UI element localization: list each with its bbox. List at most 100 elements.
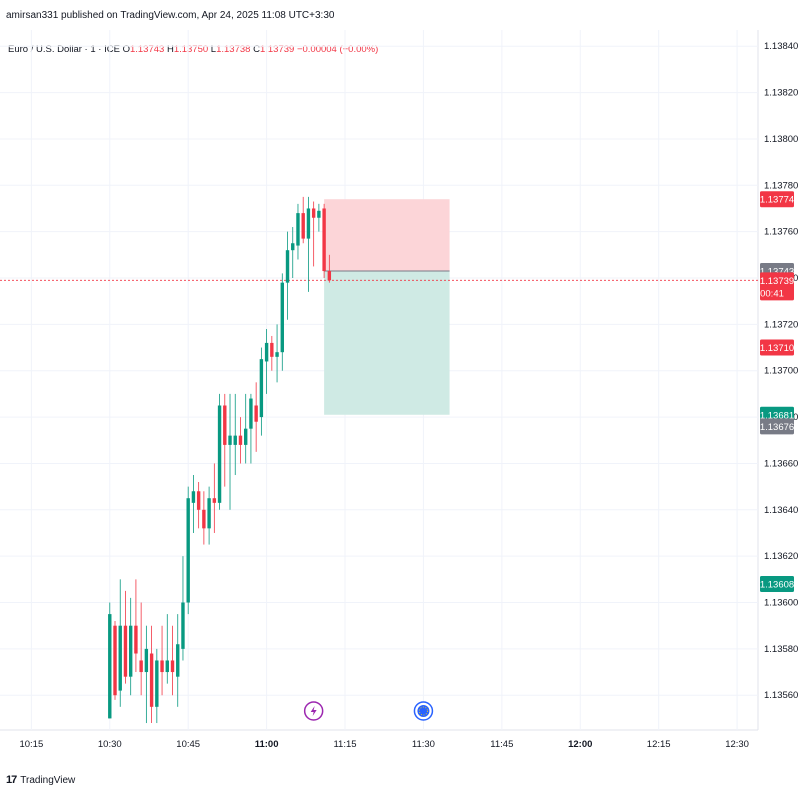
candle-body[interactable]: [144, 648, 149, 673]
y-tick-label: 1.13620: [764, 551, 798, 562]
close-value: 1.13739: [259, 44, 295, 55]
x-tick-label: 10:15: [19, 739, 43, 750]
lightning-glyph: [310, 706, 317, 716]
high-value: 1.13750: [173, 44, 209, 55]
y-tick-label: 1.13580: [764, 644, 798, 655]
candle-body[interactable]: [217, 405, 222, 503]
y-tick-label: 1.13720: [764, 319, 798, 330]
candle-body[interactable]: [118, 625, 122, 691]
candle-body[interactable]: [270, 342, 274, 357]
price-badge-label: 1.13710: [760, 343, 794, 354]
flag-stars: [419, 706, 428, 716]
x-tick-label: 12:15: [647, 739, 671, 750]
take-profit-zone[interactable]: [324, 271, 450, 415]
candle-body[interactable]: [186, 498, 190, 603]
tradingview-logo-icon[interactable]: 17: [6, 774, 17, 786]
candle-body[interactable]: [306, 208, 311, 239]
candle-body[interactable]: [181, 602, 185, 649]
candle-body[interactable]: [285, 250, 290, 283]
price-badge: [760, 191, 794, 208]
y-tick-label: 1.13760: [764, 227, 798, 238]
price-badge-label: 1.13743: [760, 267, 794, 278]
change-value: −0.00004 (−0.00%): [296, 44, 379, 55]
candle-body[interactable]: [212, 498, 217, 503]
candle-body[interactable]: [139, 660, 143, 673]
candle-body[interactable]: [301, 213, 305, 239]
candle-body[interactable]: [296, 213, 300, 246]
price-badge: [760, 418, 794, 435]
price-badge-label: 1.13774: [760, 195, 794, 206]
countdown-label: 00:41: [760, 288, 784, 299]
symbol-legend: Euro / U.S. Dollar · 1 · ICE O1.13743 H1…: [8, 44, 378, 55]
candle-body[interactable]: [202, 509, 206, 529]
candle-body[interactable]: [207, 498, 211, 529]
candle-body[interactable]: [327, 271, 332, 281]
candle-body[interactable]: [275, 352, 279, 357]
candle-body[interactable]: [243, 428, 248, 445]
y-tick-label: 1.13840: [764, 41, 798, 52]
x-tick-label: 11:15: [333, 739, 356, 750]
candle-body[interactable]: [191, 491, 196, 503]
low-value: 1.13738: [216, 44, 251, 55]
x-tick-label: 11:00: [255, 739, 279, 750]
x-tick-label: 12:00: [568, 739, 592, 750]
y-tick-label: 1.13820: [764, 88, 798, 99]
footer: 17 TradingView: [6, 774, 75, 786]
price-badge-label: 1.13608: [760, 579, 794, 590]
symbol-name[interactable]: Euro / U.S. Dollar · 1 · ICE: [8, 44, 120, 55]
open-value: 1.13743: [129, 44, 165, 55]
candle-body[interactable]: [196, 491, 201, 510]
price-badge: [760, 575, 794, 592]
candle-body[interactable]: [108, 614, 112, 719]
candle-body[interactable]: [134, 625, 138, 654]
footer-brand[interactable]: TradingView: [20, 774, 76, 786]
y-tick-label: 1.13780: [764, 180, 798, 191]
stop-loss-zone[interactable]: [324, 199, 450, 272]
candle-body[interactable]: [280, 282, 284, 353]
candle-body[interactable]: [233, 435, 237, 445]
candle-body[interactable]: [160, 660, 164, 673]
y-tick-label: 1.13700: [764, 366, 798, 377]
low-label: L: [210, 44, 217, 55]
candle-body[interactable]: [123, 625, 128, 677]
open-label: O: [122, 44, 130, 55]
candle-body[interactable]: [176, 644, 180, 677]
candle-body[interactable]: [170, 660, 175, 673]
candle-body[interactable]: [311, 208, 316, 218]
publisher-header: amirsan331 published on TradingView.com,…: [6, 10, 334, 21]
y-tick-label: 1.13560: [764, 690, 798, 701]
candle-body[interactable]: [264, 342, 269, 362]
candle-body[interactable]: [165, 660, 169, 673]
y-tick-label: 1.13640: [764, 505, 798, 516]
candle-body[interactable]: [149, 653, 154, 707]
price-badge-label: 1.13676: [760, 422, 794, 433]
price-badge: [760, 272, 794, 301]
candle-body[interactable]: [155, 660, 159, 707]
close-label: C: [253, 44, 260, 55]
candle-body[interactable]: [254, 405, 258, 422]
y-tick-label: 1.13800: [764, 134, 798, 145]
publisher-text: amirsan331 published on TradingView.com,…: [6, 10, 335, 21]
x-tick-label: 10:30: [98, 739, 122, 750]
candle-body[interactable]: [223, 405, 227, 445]
candle-body[interactable]: [228, 435, 232, 445]
candle-body[interactable]: [322, 208, 326, 272]
price-badge-label: 1.13739: [760, 276, 794, 287]
candle-body[interactable]: [249, 398, 253, 429]
price-badge: [760, 339, 794, 356]
candle-body[interactable]: [291, 243, 295, 251]
high-label: H: [166, 44, 174, 55]
y-tick-label: 1.13600: [764, 598, 798, 609]
y-tick-label: 1.13660: [764, 458, 798, 469]
x-tick-label: 12:30: [725, 739, 749, 750]
candle-body[interactable]: [317, 210, 321, 218]
candle-body[interactable]: [238, 435, 243, 445]
price-badge-label: 1.13681: [760, 410, 794, 421]
candle-body[interactable]: [259, 359, 264, 418]
candle-body[interactable]: [128, 625, 133, 677]
x-tick-label: 11:45: [490, 739, 513, 750]
candle-body[interactable]: [113, 625, 117, 696]
x-tick-label: 10:45: [176, 739, 200, 750]
x-tick-label: 11:30: [412, 739, 435, 750]
